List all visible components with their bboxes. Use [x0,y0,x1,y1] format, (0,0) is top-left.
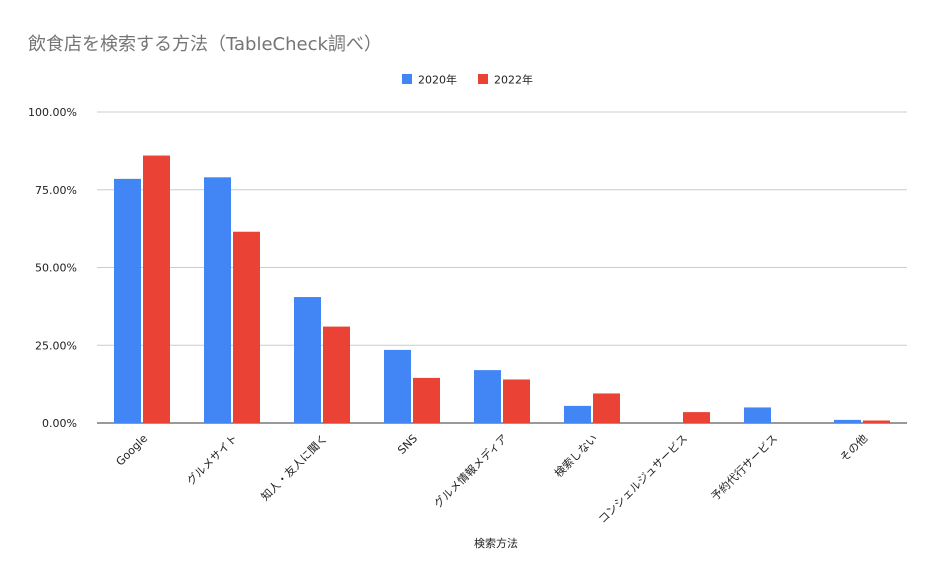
y-axis: 0.00% 25.00% 50.00% 75.00% 100.00% [28,106,77,430]
legend-label: 2020年 [418,73,457,87]
y-tick-label: 0.00% [42,417,77,430]
gridlines [97,111,907,424]
legend-swatch [478,74,488,84]
bar-series-2 [863,420,890,423]
y-tick-label: 50.00% [35,262,77,275]
bar-series-2 [323,326,350,423]
bar-series-1 [564,405,591,423]
y-tick-label: 25.00% [35,339,77,352]
y-tick-label: 75.00% [35,184,77,197]
bar-series-2 [503,379,530,423]
x-tick-label: 検索しない [551,431,600,480]
x-tick-label: グルメサイト [184,431,241,488]
x-tick-label: コンシェルジュサービス [596,432,690,526]
bars [114,155,890,424]
bar-series-1 [294,297,321,423]
y-tick-label: 100.00% [28,106,77,119]
bar-series-2 [413,377,440,423]
x-tick-label: 予約代行サービス [708,431,780,503]
x-axis: Google グルメサイト 知人・友人に聞く SNS グルメ情報メディア 検索しないコンシ… [113,431,870,526]
x-tick-label: SNS [395,432,420,457]
legend: 2020年 2022年 [402,73,533,87]
bar-series-2 [233,231,260,423]
legend-swatch [402,74,412,84]
bar-series-1 [204,177,231,423]
bar-series-1 [834,419,861,423]
bar-series-1 [384,349,411,423]
x-tick-label: Google [113,432,150,469]
bar-series-1 [474,370,501,423]
x-tick-label: グルメ情報メディア [431,431,510,510]
bar-series-2 [593,393,620,423]
bar-series-2 [683,412,710,423]
bar-series-1 [744,407,771,423]
x-axis-title: 検索方法 [474,536,518,550]
x-tick-label: 知人・友人に聞く [258,431,330,503]
legend-label: 2022年 [494,73,533,87]
bar-series-1 [114,178,141,423]
chart-title: 飲食店を検索する方法（TableCheck調べ） [28,34,382,55]
x-tick-label: その他 [838,432,871,465]
bar-series-2 [143,155,170,424]
